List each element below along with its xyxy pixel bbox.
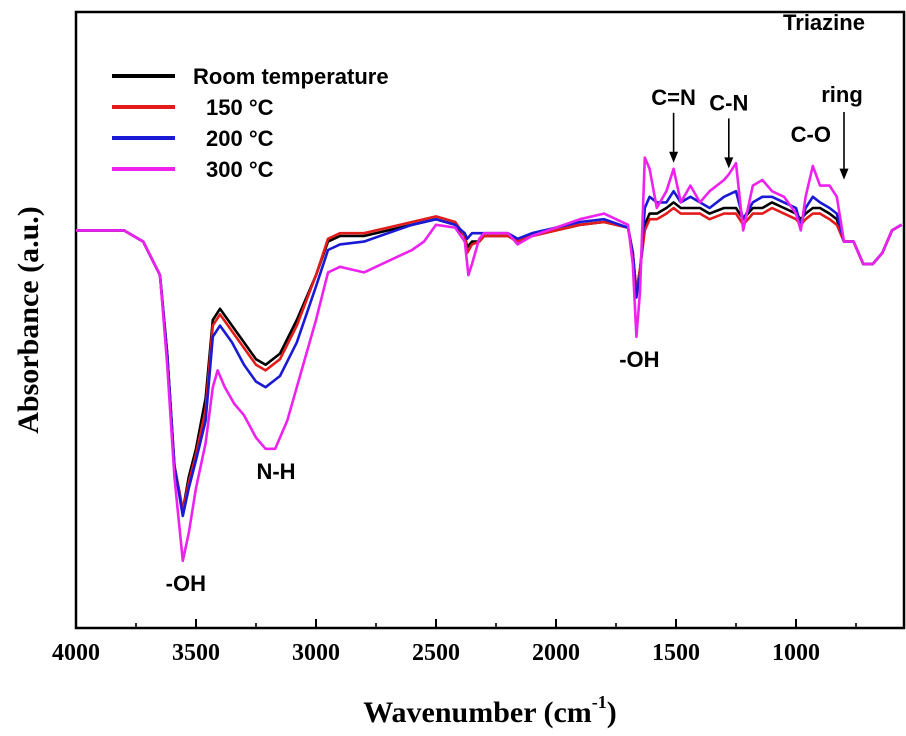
x-tick-label-2: 3000 xyxy=(292,640,340,666)
x-axis-title-main: Wavenumber (cm xyxy=(363,696,592,729)
legend-label-3: 300 °C xyxy=(206,157,274,182)
legend-label-2: 200 °C xyxy=(206,126,274,151)
legend-label-1: 150 °C xyxy=(206,95,274,120)
x-tick-label-4: 2000 xyxy=(532,640,580,666)
x-tick-label-1: 3500 xyxy=(172,640,220,666)
annotation-2-label: -OH xyxy=(619,347,659,372)
annotation-3-arrow-head xyxy=(669,151,679,163)
annotations: -OH N-H -OH C=N C-N C-O Triazine ring xyxy=(166,10,865,596)
x-tick-label-5: 1500 xyxy=(652,640,700,666)
annotation-4-label: C-N xyxy=(709,90,748,115)
y-axis-title: Absorbance (a.u.) xyxy=(12,206,45,434)
annotation-5-label: C-O xyxy=(791,122,831,147)
plot-frame xyxy=(74,10,906,630)
annotation-6-arrow-head xyxy=(839,168,849,180)
x-ticks: 4000 3500 3000 2500 2000 1500 1000 xyxy=(52,619,857,666)
x-tick-label-3: 2500 xyxy=(412,640,460,666)
x-axis-title-end: ) xyxy=(607,696,617,729)
x-tick-label-0: 4000 xyxy=(52,640,100,666)
series-line-3 xyxy=(76,156,903,563)
annotation-4-arrow-head xyxy=(724,157,734,169)
annotation-6-label-line2: ring xyxy=(821,82,863,107)
legend-label-0: Room temperature xyxy=(193,64,389,89)
annotation-0-label: -OH xyxy=(166,571,206,596)
x-axis-title: Wavenumber (cm-1) xyxy=(363,692,617,729)
x-axis-title-sup: -1 xyxy=(592,692,607,712)
x-tick-label-6: 1000 xyxy=(772,640,820,666)
legend: Room temperature 150 °C 200 °C 300 °C xyxy=(112,64,389,182)
annotation-3-label: C=N xyxy=(651,85,696,110)
series-layer xyxy=(76,156,903,563)
annotation-6-label-line1: Triazine xyxy=(783,10,865,35)
annotation-1-label: N-H xyxy=(256,459,295,484)
